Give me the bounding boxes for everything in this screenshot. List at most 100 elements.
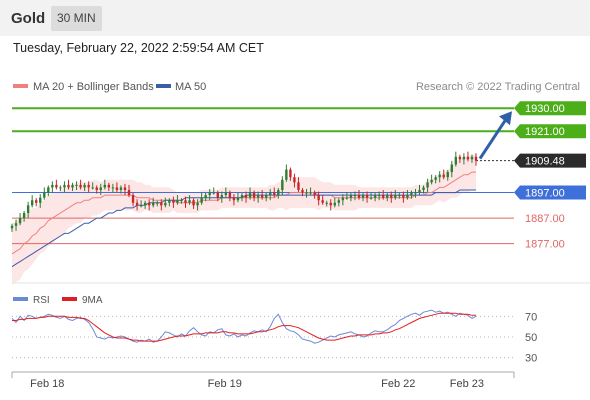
candle-body [305,192,308,194]
candle-body [63,184,66,188]
candle-body [264,195,268,198]
rsi-ma-legend-label: 9MA [82,295,103,306]
candle-body [71,184,74,188]
ma20-line [11,171,476,255]
candle-body [474,156,478,161]
candle-body [386,195,389,198]
level-label: 1877.00 [525,239,565,251]
candle-body [164,202,167,206]
candle-body [273,192,276,196]
candle-body [99,187,102,190]
candle-body [47,187,50,193]
candle-body [357,195,361,198]
symbol-title: Gold [11,10,46,27]
level-label: 1887.00 [525,213,565,225]
candle-body [353,195,357,197]
candle-body [277,190,280,196]
candle-body [369,197,373,199]
candle-body [127,190,131,196]
timeframe-button[interactable]: 30 MIN [51,6,102,31]
candle-body [406,195,409,198]
candle-body [450,164,453,173]
candle-body [309,192,312,194]
candle-body [462,156,466,160]
candle-body [212,192,215,194]
candle-body [345,197,349,199]
candle-body [115,187,119,190]
candle-body [51,184,54,188]
forecast-arrow-head [499,111,512,126]
chart-timestamp: Tuesday, February 22, 2022 2:59:54 AM CE… [13,41,264,55]
candle-body [75,184,78,186]
candle-body [260,195,264,198]
rsi-line [11,309,477,344]
candle-body [87,184,90,188]
candle-body [220,195,224,198]
ma20-legend-swatch [13,84,28,88]
candle-body [59,187,62,189]
level-label-box [514,153,586,168]
candle-body [365,195,369,198]
candle-body [382,195,385,198]
time-tick-label: Feb 19 [208,378,242,390]
candle-body [269,192,272,196]
candle-body [208,192,211,196]
candle-body [430,179,433,183]
candle-body [22,213,26,219]
candle-body [200,197,203,203]
candle-body [349,195,353,198]
candle-body [30,200,34,206]
candle-body [293,177,296,183]
candle-body [321,200,324,203]
candle-body [285,169,288,180]
candle-body [216,192,219,198]
candle-body [402,195,405,198]
candle-body [458,156,462,160]
time-tick-label: Feb 23 [450,378,484,390]
candle-body [91,187,94,189]
chart-header: Gold 30 MIN [0,0,590,36]
level-label: 1897.00 [525,188,565,200]
forecast-arrow-line [478,118,508,160]
candle-body [361,195,365,198]
candle-body [373,195,377,198]
candle-body [192,200,195,206]
candle-body [139,205,143,207]
bollinger-band-area [12,154,476,285]
candle-body [131,195,135,203]
candle-body [79,184,82,188]
candle-body [410,192,413,196]
candle-body [446,172,449,178]
candle-body [224,192,228,196]
candle-body [152,202,155,206]
candle-body [337,200,341,203]
rsi-ma-line [12,312,476,342]
candle-body [176,200,179,203]
candle-body [236,197,240,201]
candle-body [172,200,175,203]
candle-body [466,156,470,160]
candle-body [119,187,123,190]
level-label: 1921.00 [525,126,565,138]
level-label-box [514,124,586,139]
candle-body [325,202,328,204]
time-tick-label: Feb 22 [381,378,415,390]
candle-body [196,202,199,206]
candle-body [426,182,429,188]
candle-body [240,195,244,198]
candle-body [83,184,86,188]
candle-body [135,202,139,206]
ma20-legend-label: MA 20 + Bollinger Bands [33,81,154,93]
candle-body [289,169,292,178]
candle-body [204,195,207,198]
candle-body [414,192,417,194]
candle-body [143,202,147,206]
candle-body [394,195,397,198]
candle-body [160,202,163,206]
candle-body [434,177,437,180]
candle-body [111,187,115,189]
candle-body [228,192,232,198]
ma50-line [11,189,476,268]
level-label-box [514,101,586,116]
